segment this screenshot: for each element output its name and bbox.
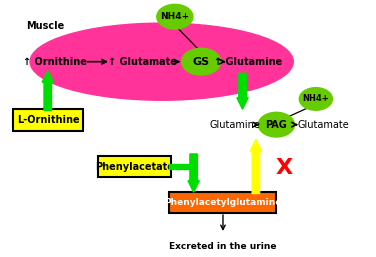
- Text: Phenylacetate: Phenylacetate: [95, 162, 174, 172]
- FancyArrow shape: [169, 164, 194, 169]
- Text: Glutamine: Glutamine: [209, 120, 261, 130]
- FancyBboxPatch shape: [13, 109, 83, 131]
- Text: Phenylacetylglutamine: Phenylacetylglutamine: [164, 198, 282, 207]
- FancyArrow shape: [42, 71, 53, 111]
- Circle shape: [182, 48, 221, 75]
- FancyArrow shape: [188, 154, 199, 192]
- Text: GS: GS: [193, 57, 210, 67]
- Circle shape: [157, 4, 193, 29]
- Ellipse shape: [30, 23, 293, 100]
- Text: ↑ Ornithine: ↑ Ornithine: [23, 57, 86, 67]
- Text: X: X: [275, 158, 293, 178]
- Text: Excreted in the urine: Excreted in the urine: [169, 242, 277, 251]
- FancyBboxPatch shape: [169, 192, 276, 213]
- Text: PAG: PAG: [265, 120, 287, 130]
- Text: ↑ Glutamate: ↑ Glutamate: [108, 57, 177, 67]
- FancyArrow shape: [250, 140, 261, 194]
- FancyArrow shape: [237, 73, 248, 109]
- Text: NH4+: NH4+: [160, 12, 190, 21]
- Circle shape: [258, 112, 294, 137]
- Text: Glutamate: Glutamate: [297, 120, 349, 130]
- FancyBboxPatch shape: [98, 156, 171, 177]
- Circle shape: [299, 88, 332, 110]
- Text: NH4+: NH4+: [302, 94, 329, 104]
- Text: ↑ Glutamine: ↑ Glutamine: [214, 57, 282, 67]
- Text: Muscle: Muscle: [26, 21, 65, 31]
- Text: L-Ornithine: L-Ornithine: [17, 115, 79, 125]
